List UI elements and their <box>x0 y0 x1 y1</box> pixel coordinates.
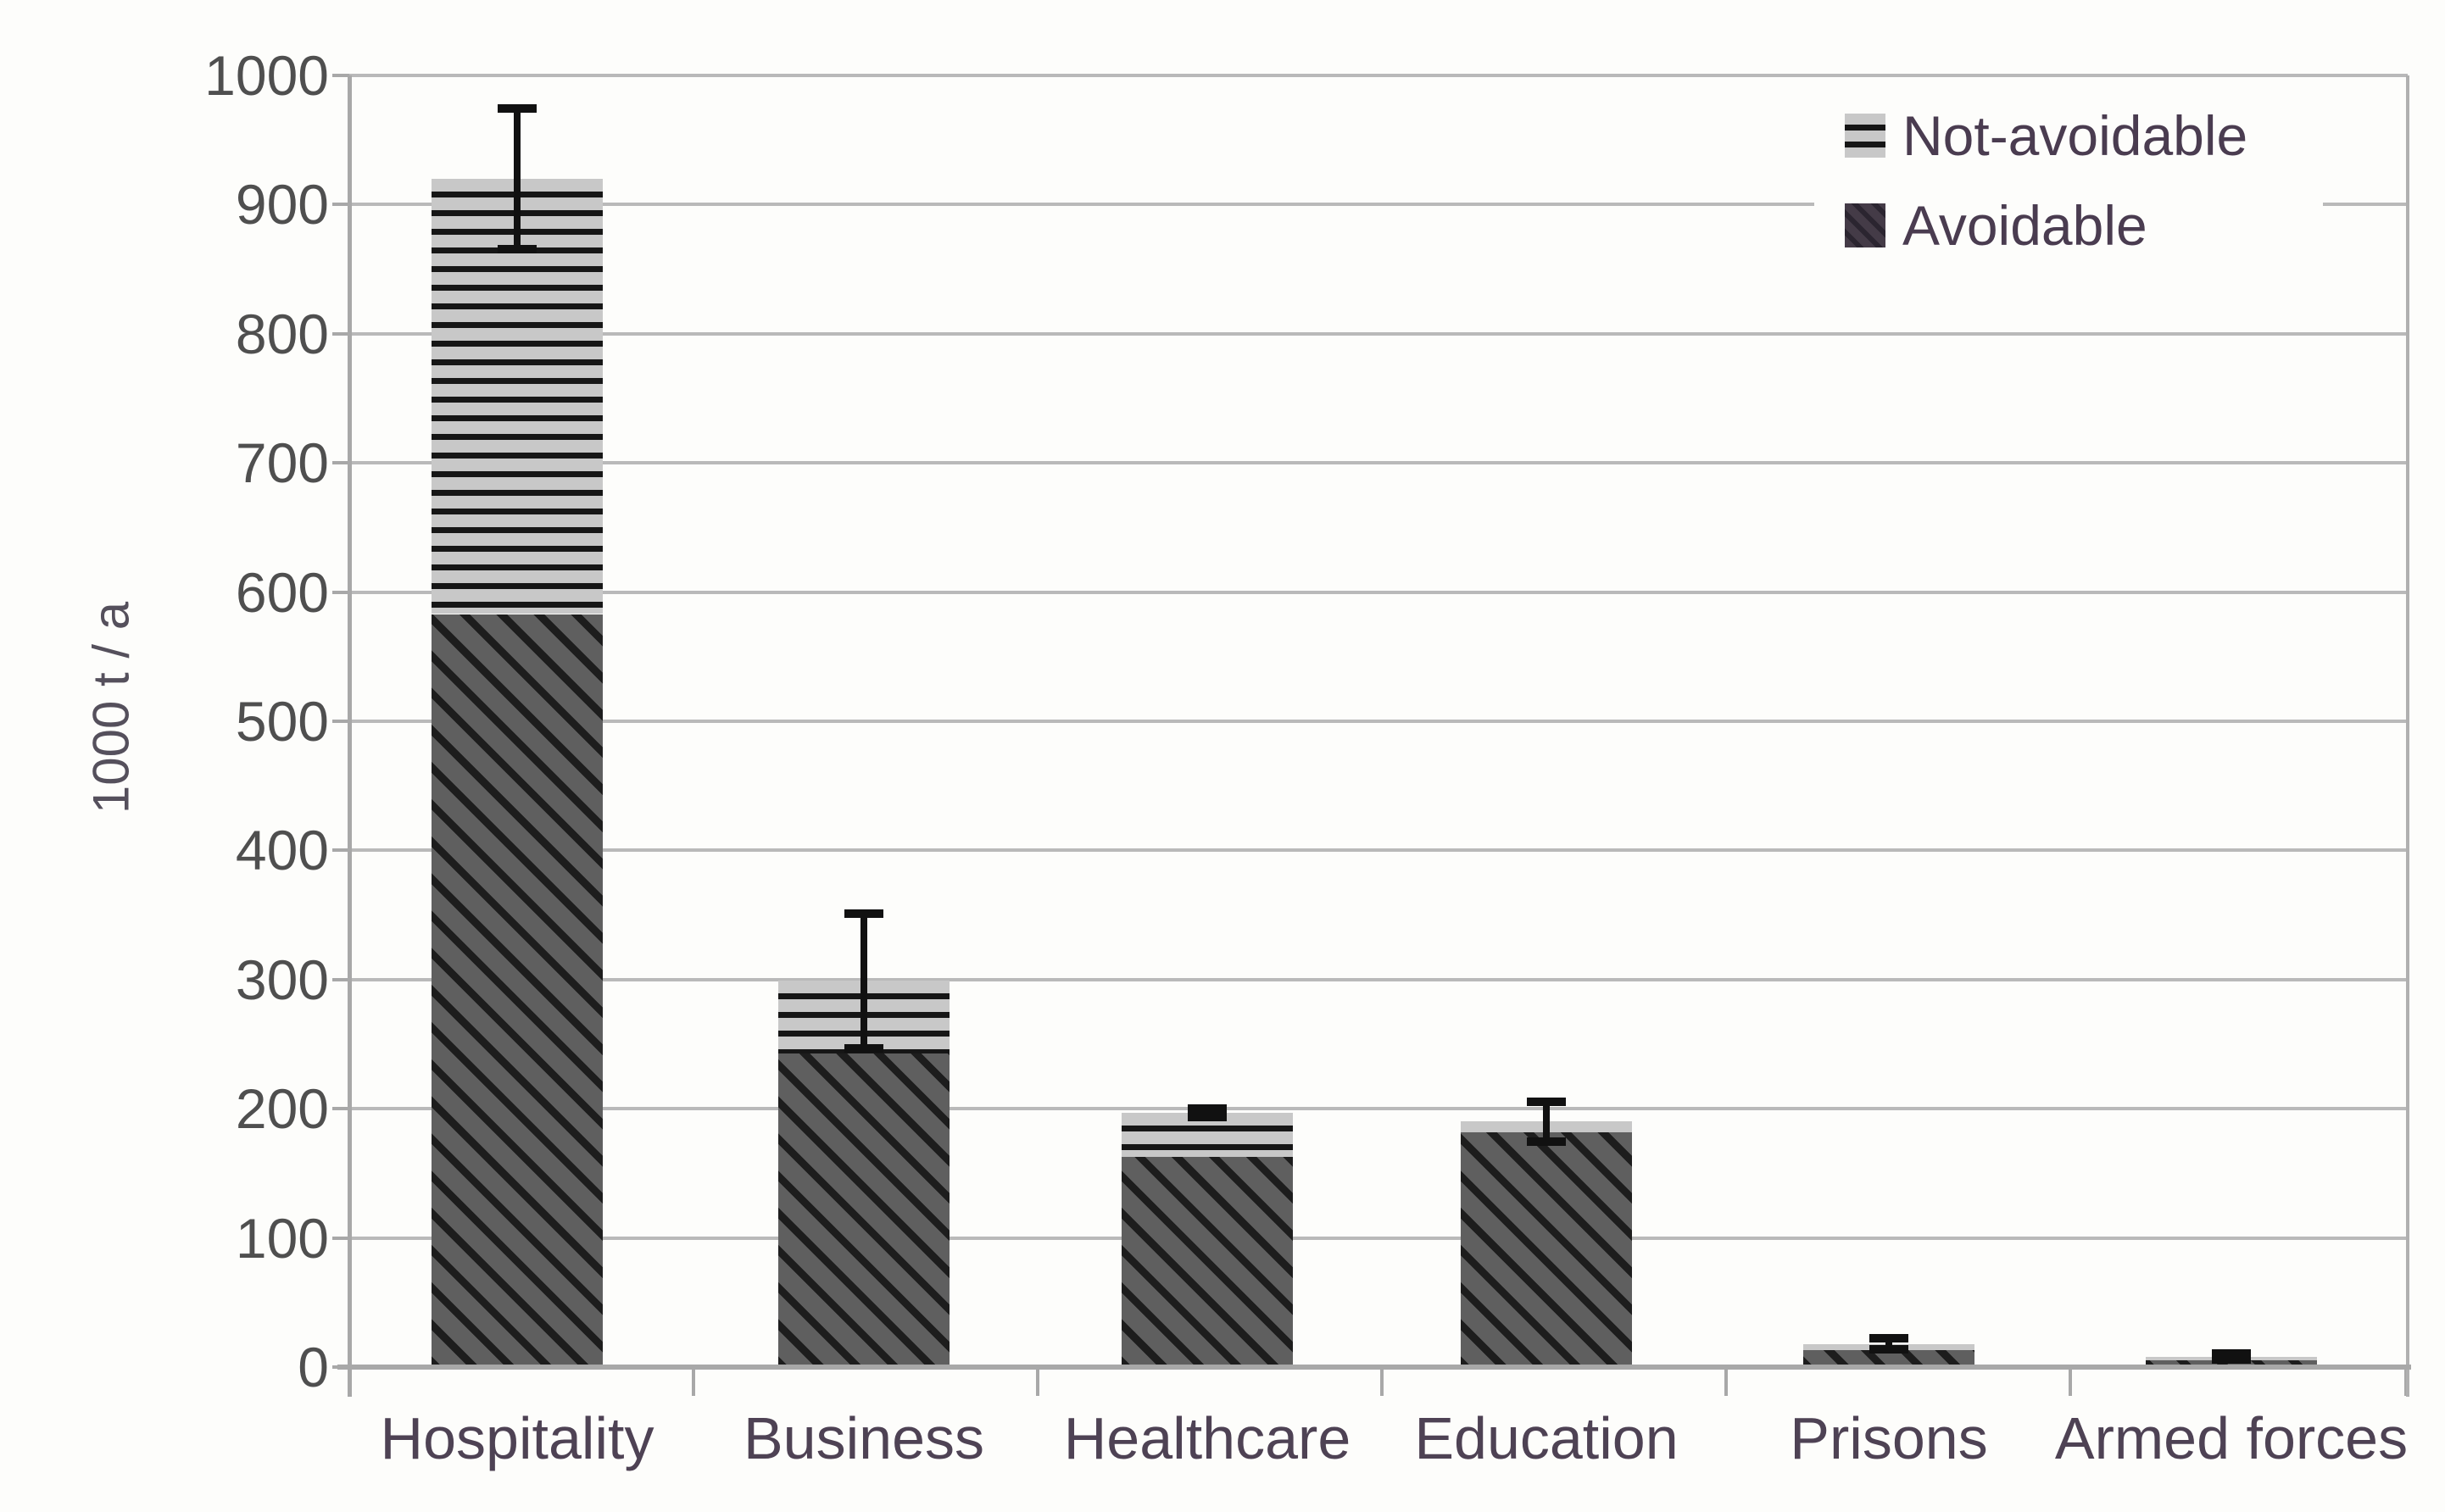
error-bar-bottom-cap <box>498 244 537 253</box>
error-bar-bottom-cap <box>1869 1345 1908 1354</box>
y-tick-1000 <box>332 74 349 77</box>
error-bar-bottom-cap <box>2212 1355 2251 1365</box>
y-tick-400 <box>332 848 349 853</box>
x-tick-3 <box>1724 1367 1728 1396</box>
avoidable-swatch-icon <box>1845 203 1885 247</box>
y-tick-label-900: 900 <box>235 173 329 236</box>
y-tick-200 <box>332 1107 349 1111</box>
y-tick-label-500: 500 <box>235 690 329 753</box>
error-bar-business <box>860 912 867 1050</box>
category-label-healthcare: Healthcare <box>1063 1405 1351 1471</box>
y-tick-300 <box>332 977 349 981</box>
x-tick-0 <box>692 1367 695 1396</box>
bar-segment-avoidable-hospitality <box>432 614 603 1367</box>
bar-segment-avoidable-business <box>778 1053 950 1367</box>
x-tick-4 <box>2069 1367 2072 1396</box>
y-tick-600 <box>332 590 349 594</box>
gridline-400 <box>349 848 2408 853</box>
y-tick-label-300: 300 <box>235 948 329 1011</box>
not-avoidable-swatch-icon <box>1845 114 1885 158</box>
gridline-800 <box>349 331 2408 336</box>
error-bar-top-cap <box>844 909 883 918</box>
category-label-education: Education <box>1414 1405 1679 1471</box>
error-bar-prisons <box>1885 1337 1892 1351</box>
y-tick-500 <box>332 720 349 723</box>
plot-right-border <box>2406 75 2409 1397</box>
error-bar-education <box>1543 1101 1550 1142</box>
y-tick-label-0: 0 <box>298 1336 329 1398</box>
x-tick-2 <box>1380 1367 1384 1396</box>
error-bar-bottom-cap <box>1188 1112 1227 1121</box>
error-bar-top-cap <box>1869 1333 1908 1342</box>
error-bar-top-cap <box>1527 1098 1566 1107</box>
category-label-armed-forces: Armed forces <box>2054 1405 2409 1471</box>
gridline-300 <box>349 977 2408 981</box>
gridline-600 <box>349 590 2408 594</box>
legend-label-avoidable: Avoidable <box>1902 194 2147 257</box>
y-tick-label-600: 600 <box>235 560 329 624</box>
category-label-business: Business <box>743 1405 985 1471</box>
y-tick-label-800: 800 <box>235 302 329 365</box>
y-tick-label-400: 400 <box>235 819 329 882</box>
error-bar-top-cap <box>498 104 537 114</box>
y-axis-line <box>348 75 352 1397</box>
legend-label-not-avoidable: Not-avoidable <box>1902 104 2248 167</box>
y-tick-label-700: 700 <box>235 431 329 495</box>
y-tick-100 <box>332 1236 349 1240</box>
category-label-hospitality: Hospitality <box>380 1405 654 1471</box>
y-tick-700 <box>332 461 349 465</box>
error-bar-top-cap <box>1188 1103 1227 1113</box>
y-tick-label-200: 200 <box>235 1077 329 1141</box>
gridline-700 <box>349 461 2408 465</box>
error-bar-bottom-cap <box>1527 1137 1566 1146</box>
legend-entry-not-avoidable: Not-avoidable <box>1845 104 2247 167</box>
bar-segment-avoidable-healthcare <box>1122 1156 1293 1367</box>
y-tick-900 <box>332 203 349 207</box>
x-axis-line <box>337 1365 2411 1370</box>
x-tick-1 <box>1036 1367 1039 1396</box>
bar-segment-avoidable-prisons <box>1803 1350 1974 1367</box>
y-tick-label-1000: 1000 <box>204 44 329 107</box>
error-bar-top-cap <box>2212 1349 2251 1359</box>
gridline-100 <box>349 1236 2408 1240</box>
legend: Not-avoidable Avoidable <box>1814 83 2323 282</box>
category-label-prisons: Prisons <box>1790 1405 1988 1471</box>
error-bar-bottom-cap <box>844 1044 883 1053</box>
y-axis-title: 1000 t / a <box>82 601 140 814</box>
y-tick-label-100: 100 <box>235 1206 329 1270</box>
gridline-200 <box>349 1107 2408 1111</box>
gridline-1000 <box>349 74 2408 77</box>
gridline-900 <box>349 203 2408 207</box>
legend-entry-avoidable: Avoidable <box>1845 194 2147 257</box>
gridline-500 <box>349 720 2408 723</box>
error-bar-hospitality <box>514 108 521 250</box>
error-bar-healthcare <box>1204 1107 1211 1118</box>
y-tick-800 <box>332 331 349 336</box>
bar-segment-avoidable-education <box>1461 1131 1632 1367</box>
